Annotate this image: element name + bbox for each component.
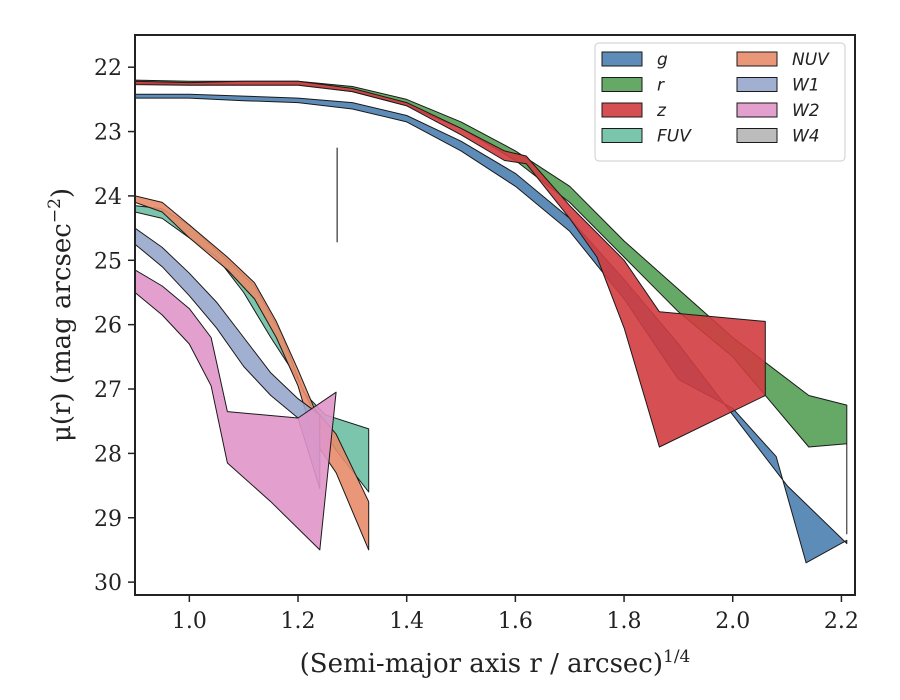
y-axis-title-close: )	[47, 188, 77, 198]
band-w2	[135, 269, 337, 551]
profile-bands	[135, 79, 848, 564]
x-tick-label: 1.8	[607, 609, 642, 634]
legend-swatch-w2	[736, 102, 778, 118]
legend-label-w2: W2	[792, 101, 820, 121]
y-tick-label: 23	[94, 121, 122, 146]
legend-label-nuv: NUV	[792, 50, 830, 70]
x-axis-title: (Semi-major axis r / arcsec)1/4	[300, 647, 691, 679]
plot-frame	[134, 34, 856, 596]
legend-swatch-w1	[736, 77, 778, 92]
legend-label-r: r	[657, 76, 665, 96]
x-tick-label: 1.2	[281, 609, 316, 634]
y-tick-label: 29	[94, 507, 122, 532]
legend-swatch-g	[601, 51, 643, 67]
y-axis-title-exponent: −2	[45, 198, 65, 223]
x-axis-ticks: 1.0 1.2 1.4 1.6 1.8 2.0 2.2	[172, 595, 859, 634]
legend-label-z: z	[656, 101, 667, 121]
band-nuv	[135, 195, 370, 551]
legend-swatch-w4	[736, 128, 778, 143]
legend-label-w1: W1	[792, 76, 820, 96]
legend-box	[594, 42, 846, 162]
y-tick-label: 30	[94, 571, 122, 596]
legend-swatch-fuv	[601, 128, 643, 143]
y-tick-label: 27	[94, 378, 122, 403]
legend-label-fuv: FUV	[657, 127, 692, 147]
x-tick-label: 2.0	[715, 609, 750, 634]
y-tick-label: 25	[94, 249, 122, 274]
x-tick-label: 1.4	[389, 609, 424, 634]
x-tick-label: 2.2	[824, 609, 859, 634]
legend-label-g: g	[657, 50, 668, 70]
y-axis-title: μ(r) (mag arcsec−2)	[45, 188, 77, 442]
legend-swatch-nuv	[736, 51, 778, 67]
x-tick-label: 1.6	[498, 609, 533, 634]
y-tick-label: 26	[94, 314, 122, 339]
y-axis-ticks: 22 23 24 25 26 27 28 29 30	[94, 56, 135, 596]
y-axis-title-text: μ(r) (mag arcsec	[47, 223, 77, 442]
x-axis-title-text: (Semi-major axis r / arcsec)	[300, 649, 663, 679]
legend-label-w4: W4	[792, 127, 820, 147]
y-tick-label: 28	[94, 442, 122, 467]
x-axis-title-exponent: 1/4	[663, 647, 690, 667]
band-g	[135, 93, 848, 564]
band-z	[135, 80, 766, 448]
y-tick-label: 22	[94, 56, 122, 81]
legend-items: grz FUV NUV W1 W2 W4	[601, 50, 830, 147]
y-tick-label: 24	[94, 185, 122, 210]
legend: grz FUV NUV W1 W2 W4	[594, 42, 846, 162]
x-tick-label: 1.0	[172, 609, 207, 634]
legend-swatch-r	[601, 77, 643, 92]
legend-swatch-z	[601, 102, 643, 118]
